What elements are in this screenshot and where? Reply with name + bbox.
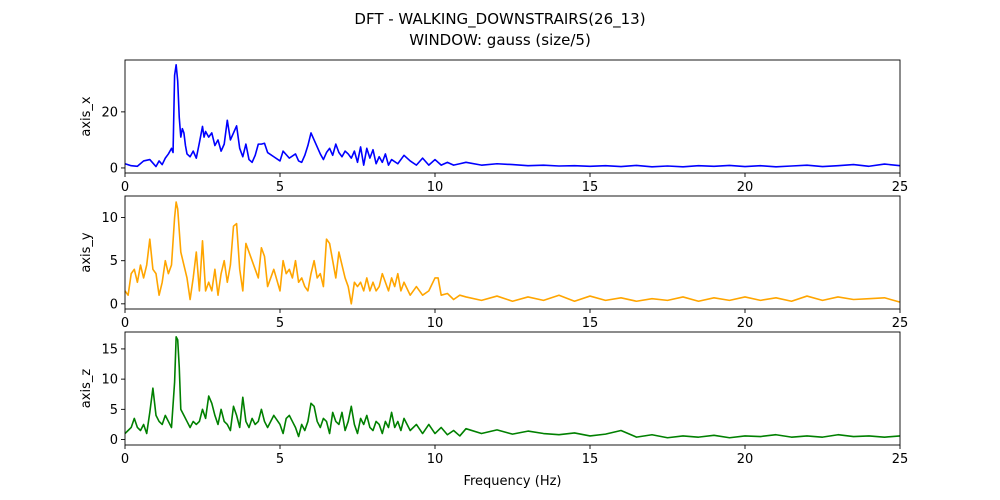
y-tick-label: 0 xyxy=(110,161,118,176)
x-tick-label: 25 xyxy=(892,452,909,467)
y-tick-label: 10 xyxy=(101,373,118,388)
x-tick-label: 25 xyxy=(892,180,909,195)
series-line-axis_y xyxy=(124,201,901,305)
subplot-axis-x: 0 5 10 15 20 25 0 20 axis_x xyxy=(79,59,909,195)
x-tick-label: 25 xyxy=(892,316,909,331)
x-tick-label: 10 xyxy=(427,316,444,331)
figure-title-line2: WINDOW: gauss (size/5) xyxy=(409,31,591,49)
plot-frame xyxy=(124,59,901,174)
y-tick-label: 10 xyxy=(101,211,118,226)
plot-frame xyxy=(124,195,901,310)
x-tick-label: 20 xyxy=(737,316,754,331)
y-axis-label: axis_z xyxy=(79,369,94,409)
x-tick-label: 20 xyxy=(737,452,754,467)
subplot-axis-z: 0 5 10 15 20 25 0 5 10 15 axis_z xyxy=(79,331,909,467)
x-tick-label: 15 xyxy=(582,316,599,331)
figure-title-line1: DFT - WALKING_DOWNSTRAIRS(26_13) xyxy=(354,10,645,29)
x-tick-label: 10 xyxy=(427,452,444,467)
x-tick-label: 5 xyxy=(276,180,284,195)
x-tick-label: 15 xyxy=(582,452,599,467)
x-tick-label: 5 xyxy=(276,452,284,467)
y-tick-label: 15 xyxy=(101,342,118,357)
series-line-axis_x xyxy=(124,63,901,168)
y-tick-label: 0 xyxy=(110,297,118,312)
y-tick-label: 20 xyxy=(101,105,118,120)
series-line-axis_z xyxy=(124,336,901,439)
x-tick-label: 10 xyxy=(427,180,444,195)
x-tick-label: 15 xyxy=(582,180,599,195)
x-tick-label: 0 xyxy=(121,180,129,195)
subplot-axis-y: 0 5 10 15 20 25 0 5 10 axis_y xyxy=(79,195,909,331)
plot-frame xyxy=(124,331,901,446)
y-axis-label: axis_y xyxy=(79,232,94,273)
y-tick-label: 5 xyxy=(110,403,118,418)
x-axis-label: Frequency (Hz) xyxy=(463,474,561,489)
x-tick-label: 0 xyxy=(121,452,129,467)
x-tick-label: 20 xyxy=(737,180,754,195)
x-tick-label: 5 xyxy=(276,316,284,331)
x-tick-label: 0 xyxy=(121,316,129,331)
y-tick-label: 0 xyxy=(110,433,118,448)
y-tick-label: 5 xyxy=(110,254,118,269)
y-axis-label: axis_x xyxy=(79,96,94,137)
